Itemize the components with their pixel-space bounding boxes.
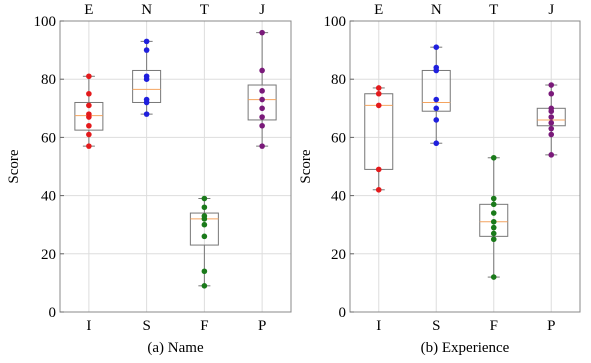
y-tick-label: 40 <box>41 189 56 205</box>
data-point <box>375 186 382 193</box>
data-point <box>201 268 208 275</box>
data-point <box>548 120 555 126</box>
data-point <box>433 44 440 50</box>
y-tick-label: 80 <box>331 72 346 88</box>
data-point <box>143 47 150 53</box>
chart-panel-experience: 0 20 40 60 80 100 Score E N T J I S F P (b) Experience <box>298 2 581 356</box>
data-point <box>86 90 92 97</box>
data-point <box>143 99 150 106</box>
data-point <box>548 114 555 120</box>
data-point <box>201 283 208 289</box>
data-point <box>490 154 497 161</box>
chart-panel-name: 0 20 40 60 80 100 Score E N T J I S F P (a) Name <box>6 2 292 356</box>
data-point <box>143 111 150 117</box>
data-point <box>548 108 555 115</box>
data-point <box>86 114 92 120</box>
data-point <box>548 125 555 132</box>
data-point <box>490 218 497 225</box>
box <box>247 84 277 121</box>
data-point <box>375 166 382 173</box>
data-point <box>143 76 150 82</box>
box <box>189 212 219 246</box>
data-point <box>375 85 382 91</box>
panel-caption: (b) Experience <box>421 340 510 356</box>
data-point <box>259 29 265 36</box>
data-point <box>259 114 265 120</box>
data-point <box>490 210 497 216</box>
data-point <box>490 230 497 237</box>
data-point <box>86 131 92 138</box>
data-point <box>490 224 497 231</box>
data-point <box>201 204 208 211</box>
data-point <box>433 117 440 123</box>
data-point <box>201 195 208 202</box>
data-point <box>375 90 382 97</box>
panel-caption: (a) Name <box>147 340 204 356</box>
top-category-label: E <box>84 2 93 18</box>
data-point <box>259 143 265 149</box>
data-point <box>201 221 208 228</box>
data-point <box>86 143 92 149</box>
data-point <box>259 67 265 74</box>
data-point <box>86 102 92 109</box>
data-point <box>548 90 555 97</box>
top-category-label: N <box>141 2 152 18</box>
bottom-category-label: P <box>547 318 555 334</box>
data-point <box>201 233 208 240</box>
data-point <box>433 96 440 103</box>
y-tick-label: 80 <box>41 72 56 88</box>
y-tick-label: 40 <box>331 189 346 205</box>
data-point <box>86 73 92 80</box>
data-point <box>259 105 265 112</box>
data-point <box>375 102 382 109</box>
data-point <box>548 82 555 88</box>
y-tick-label: 0 <box>49 305 57 321</box>
top-category-label: T <box>489 2 498 18</box>
top-category-label: T <box>200 2 209 18</box>
data-point <box>548 131 555 138</box>
data-point <box>548 152 555 158</box>
data-point <box>143 38 150 45</box>
data-point <box>433 67 440 74</box>
top-category-label: E <box>374 2 383 18</box>
data-point <box>490 236 497 243</box>
data-point <box>490 274 497 280</box>
y-tick-label: 60 <box>331 130 346 146</box>
y-tick-label: 0 <box>339 305 347 321</box>
box <box>74 101 104 131</box>
top-category-label: N <box>431 2 442 18</box>
bottom-category-label: P <box>258 318 266 334</box>
data-point <box>490 201 497 208</box>
bottom-category-label: S <box>432 318 440 334</box>
y-tick-label: 100 <box>34 14 57 30</box>
data-point <box>259 88 265 94</box>
bottom-category-label: S <box>142 318 150 334</box>
bottom-category-label: I <box>86 318 91 334</box>
plot-frame <box>59 20 292 313</box>
data-point <box>433 140 440 147</box>
data-point <box>433 105 440 112</box>
data-point <box>259 122 265 129</box>
y-tick-label: 60 <box>41 130 56 146</box>
data-point <box>259 96 265 103</box>
top-category-label: J <box>259 2 265 18</box>
data-point <box>490 195 497 202</box>
y-tick-label: 20 <box>331 247 346 263</box>
bottom-category-label: F <box>200 318 208 334</box>
plot-frame <box>349 20 581 313</box>
bottom-category-label: I <box>376 318 381 334</box>
data-point <box>201 216 208 222</box>
data-point <box>86 122 92 129</box>
y-tick-label: 20 <box>41 247 56 263</box>
y-axis-label: Score <box>298 149 314 183</box>
y-tick-label: 100 <box>324 14 347 30</box>
y-axis-label: Score <box>6 149 22 183</box>
bottom-category-label: F <box>490 318 498 334</box>
top-category-label: J <box>548 2 554 18</box>
